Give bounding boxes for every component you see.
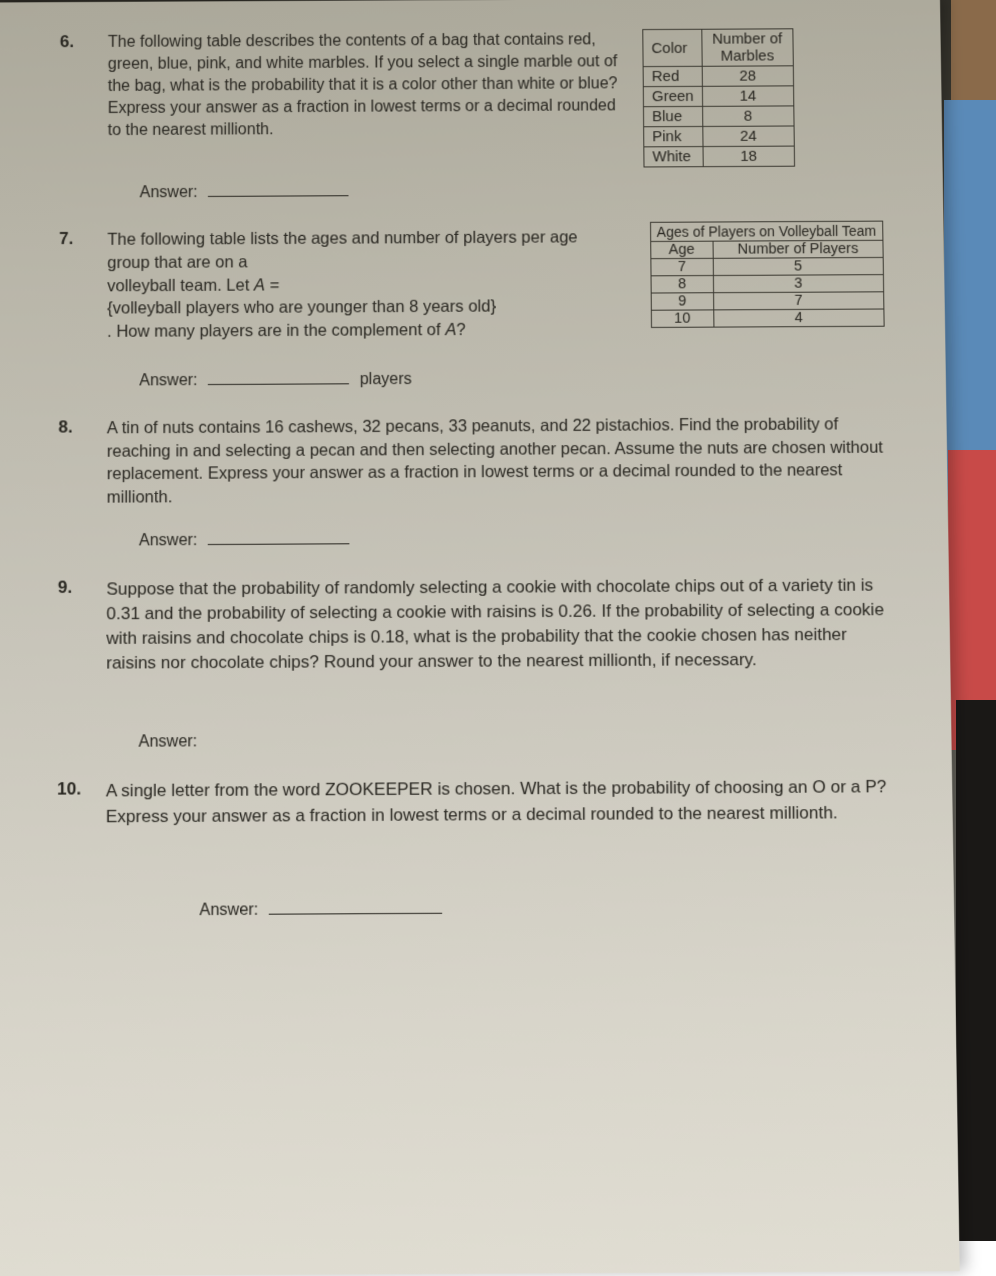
question-7: 7. The following table lists the ages an… [59,225,895,344]
tab-dark [956,700,996,1241]
table-header: Number ofMarbles [702,29,794,67]
worksheet-page: 6. The following table describes the con… [0,0,960,1276]
question-number: 9. [57,577,88,676]
table-cell: Red [643,66,702,86]
answer-label: Answer: [139,733,198,751]
answer-line-8: Answer: [139,528,898,550]
question-text: The following table describes the conten… [108,29,620,142]
table-cell: 28 [702,66,793,87]
table-cell: Pink [644,126,703,146]
table-cell: 8 [702,106,793,127]
table-cell: 7 [713,292,884,310]
set-A: A [445,321,456,339]
tab-blue [944,100,996,500]
text-line: . How many players are in the complement… [107,321,445,341]
answer-line-9: Answer: [139,730,901,753]
table-cell: 18 [703,146,795,167]
answer-line-10: Answer: [199,897,903,919]
table-cell: 14 [702,86,793,107]
answer-blank [208,383,349,385]
question-text: The following table lists the ages and n… [107,226,611,344]
volleyball-table: Ages of Players on Volleyball Team Age N… [650,221,885,328]
text-line: The following table lists the ages and n… [107,228,577,272]
text-line: volleyball team. Let [107,276,254,295]
question-text: Suppose that the probability of randomly… [106,573,899,676]
table-cell: 8 [651,276,714,294]
table-cell: 9 [651,293,714,311]
answer-label: Answer: [139,532,198,550]
table-cell: 24 [703,126,795,147]
answer-blank [208,195,349,197]
answer-label: Answer: [139,372,197,390]
table-cell: Green [643,86,702,106]
table-cell: 3 [713,275,883,293]
text-line: {volleyball players who are younger than… [107,298,496,318]
text-line: ? [456,321,465,339]
text-line: = [265,276,279,294]
table-cell: 7 [650,258,713,276]
table-cell: 4 [714,309,885,327]
marble-table: Color Number ofMarbles Red28 Green14 Blu… [642,28,795,167]
question-text: A single letter from the word ZOOKEEPER … [106,775,902,829]
table-header: Number of Players [713,240,883,258]
question-9: 9. Suppose that the probability of rando… [57,573,899,676]
question-number: 7. [59,229,90,344]
answer-label: Answer: [140,184,198,201]
table-cell: 5 [713,257,883,275]
question-number: 6. [60,32,90,52]
answer-line-6: Answer: [140,180,893,202]
answer-blank [208,543,350,545]
table-header: Color [643,29,702,66]
table-cell: White [644,147,703,167]
question-6: 6. The following table describes the con… [59,28,892,171]
table-cell: 10 [651,310,714,328]
question-number: 10. [57,779,88,829]
question-number: 8. [58,417,89,510]
table-caption: Ages of Players on Volleyball Team [650,221,883,241]
question-text: A tin of nuts contains 16 cashews, 32 pe… [107,413,898,510]
answer-label: Answer: [199,901,258,919]
answer-blank [208,746,350,747]
set-A: A [254,276,265,294]
answer-unit: players [360,371,412,389]
question-10: 10. A single letter from the word ZOOKEE… [57,775,902,829]
answer-line-7: Answer: players [139,368,895,390]
table-cell: Blue [643,106,702,126]
answer-blank [269,912,442,914]
table-header: Age [650,241,713,258]
question-8: 8. A tin of nuts contains 16 cashews, 32… [58,413,897,510]
